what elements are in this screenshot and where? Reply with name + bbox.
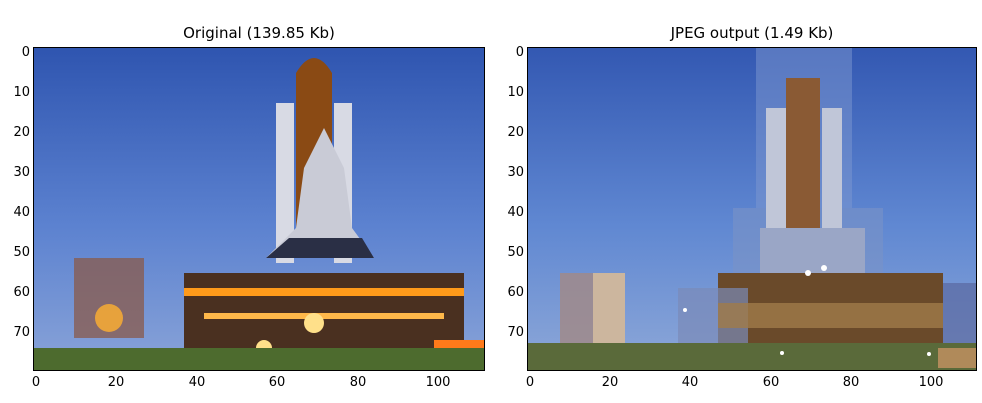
panel-title: Original (139.85 Kb) — [183, 24, 335, 42]
y-tick-label: 10 — [13, 85, 30, 100]
x-tick-label: 40 — [188, 375, 206, 390]
original-image-axes — [33, 47, 485, 371]
x-tick-label: 20 — [107, 375, 125, 390]
y-tick-label: 70 — [507, 325, 524, 340]
y-tick-label: 40 — [13, 205, 30, 220]
y-tick-label: 50 — [507, 245, 524, 260]
x-tick-label: 60 — [762, 375, 780, 390]
x-tick-label: 80 — [349, 375, 367, 390]
y-tick-label: 0 — [515, 45, 524, 60]
y-tick-label: 70 — [13, 325, 30, 340]
y-tick-label: 20 — [13, 125, 30, 140]
jpeg-output-panel: JPEG output (1.49 Kb) — [491, 0, 982, 403]
y-tick-label: 0 — [21, 45, 30, 60]
original-panel: Original (139.85 Kb) — [13, 24, 485, 390]
y-tick-label: 20 — [507, 125, 524, 140]
x-tick-label: 100 — [425, 375, 451, 390]
x-tick-label: 20 — [601, 375, 619, 390]
x-tick-label: 40 — [681, 375, 699, 390]
x-tick-label: 100 — [918, 375, 944, 390]
x-tick-label: 80 — [842, 375, 860, 390]
y-tick-label: 60 — [507, 285, 524, 300]
jpeg-image-axes — [527, 47, 977, 371]
y-tick-label: 10 — [507, 85, 524, 100]
y-tick-label: 50 — [13, 245, 30, 260]
x-tick-label: 60 — [268, 375, 286, 390]
y-tick-label: 30 — [13, 165, 30, 180]
jpeg-shuttle-image — [528, 48, 976, 370]
x-tick-label: 0 — [31, 375, 41, 390]
y-tick-label: 30 — [507, 165, 524, 180]
original-shuttle-image — [34, 48, 484, 370]
y-tick-label: 60 — [13, 285, 30, 300]
x-tick-label: 0 — [525, 375, 535, 390]
y-tick-label: 40 — [507, 205, 524, 220]
panel-title: JPEG output (1.49 Kb) — [670, 24, 834, 42]
